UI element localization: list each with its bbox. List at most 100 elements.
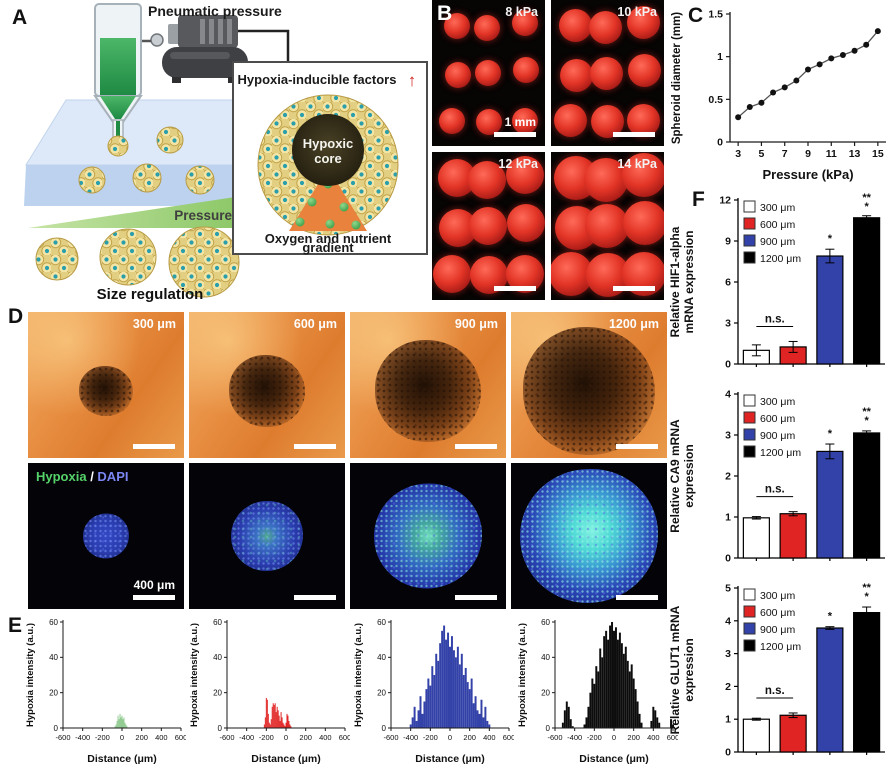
panel-e-label: E — [8, 614, 23, 637]
pneumatic-pressure-label: Pneumatic pressure — [148, 3, 282, 19]
svg-text:11: 11 — [826, 148, 837, 160]
nutrient-dot — [307, 197, 317, 207]
panel-b-tile-14kpa: 14 kPa — [551, 152, 664, 300]
panel-f-label: F — [692, 188, 705, 211]
scalebar — [133, 444, 175, 449]
panel-a-label: A — [12, 6, 28, 29]
svg-text:-200: -200 — [259, 733, 274, 742]
svg-text:40: 40 — [49, 653, 58, 662]
svg-text:0: 0 — [54, 724, 59, 733]
svg-text:0: 0 — [717, 137, 723, 149]
svg-text:200: 200 — [135, 733, 148, 742]
spheroid-spot — [584, 204, 629, 248]
svg-text:mRNA expression: mRNA expression — [682, 231, 696, 334]
svg-text:5: 5 — [759, 148, 765, 160]
scalebar — [613, 132, 655, 137]
svg-text:Distance (μm): Distance (μm) — [251, 753, 320, 765]
spheroid-spot — [473, 14, 500, 41]
svg-text:n.s.: n.s. — [765, 685, 785, 697]
stain-separator: / — [86, 469, 98, 484]
spheroid-spot — [621, 153, 664, 198]
hypoxic-core-label-line2: core — [314, 151, 341, 166]
panel-b-tile-10kpa: 10 kPa — [551, 0, 664, 146]
svg-text:900 μm: 900 μm — [760, 236, 795, 248]
svg-text:600 μm: 600 μm — [760, 607, 795, 619]
svg-text:600 μm: 600 μm — [760, 219, 795, 231]
svg-text:0: 0 — [546, 724, 551, 733]
brightfield-tile-600um: 600 μm — [189, 312, 345, 458]
spheroid-spot — [474, 60, 501, 86]
svg-text:60: 60 — [213, 618, 222, 627]
panel-b-tile-8kpa: B 8 kPa 1 mm — [432, 0, 545, 146]
scalebar — [616, 595, 658, 600]
svg-text:*: * — [864, 201, 869, 213]
panel-d-microscopy: D 300 μm 600 μm 900 μm 1200 μm — [8, 303, 668, 609]
spheroid-image — [374, 483, 482, 589]
svg-text:Hypoxia intensity (a.u.): Hypoxia intensity (a.u.) — [189, 623, 200, 727]
scalebar-text: 1 mm — [504, 115, 536, 129]
fluorescence-tile-600um — [189, 463, 345, 609]
hypoxic-core-label-line1: Hypoxic — [303, 136, 354, 151]
panel-a-schematic: A — [0, 0, 430, 305]
svg-text:3: 3 — [725, 648, 731, 660]
brightfield-tile-1200um: 1200 μm — [511, 312, 667, 458]
scalebar — [294, 595, 336, 600]
svg-text:Distance (μm): Distance (μm) — [87, 753, 156, 765]
svg-text:1200 μm: 1200 μm — [760, 253, 801, 265]
spheroid-spot — [475, 108, 502, 135]
scalebar — [616, 444, 658, 449]
svg-text:0: 0 — [382, 724, 387, 733]
svg-text:300 μm: 300 μm — [760, 396, 795, 408]
gradient-triangle — [289, 168, 367, 231]
scalebar — [494, 132, 536, 137]
panel-b-fluorescence-grid: B 8 kPa 1 mm 10 kPa 12 kPa 14 kPa — [432, 0, 664, 300]
spheroid-spot — [511, 107, 538, 134]
hif-title: Hypoxia-inducible factors — [238, 72, 397, 87]
svg-text:expression: expression — [682, 444, 696, 507]
pressure-wedge: Pressure — [28, 196, 242, 228]
hypoxia-stain-label: Hypoxia — [36, 469, 87, 484]
svg-text:2: 2 — [725, 681, 731, 693]
up-arrow-icon: ↑ — [408, 71, 417, 90]
spheroid-spot — [554, 104, 588, 138]
svg-text:Relative HIF1-alpha: Relative HIF1-alpha — [668, 226, 682, 337]
fluorescence-tile-900um — [350, 463, 506, 609]
spheroid-on-platform — [156, 126, 184, 154]
spheroid-droplet — [107, 135, 129, 157]
size-tag: 600 μm — [293, 317, 337, 331]
hypoxia-profile-chart-1200um: 0 20 40 60 -600 -400 -200 0 200 400 600 Distance (μ… — [517, 618, 678, 765]
spheroid-spot — [627, 6, 661, 40]
svg-text:*: * — [864, 415, 869, 427]
hypoxia-profile-chart-900um: 0 20 40 60 -600 -400 -200 0 200 400 600 Distance (μ… — [353, 618, 514, 765]
panel-d-grid: 300 μm 600 μm 900 μm 1200 μm — [28, 312, 667, 609]
svg-text:-200: -200 — [587, 733, 602, 742]
svg-text:-600: -600 — [219, 733, 234, 742]
svg-text:0: 0 — [120, 733, 124, 742]
svg-text:400: 400 — [319, 733, 332, 742]
brightfield-tile-900um: 900 μm — [350, 312, 506, 458]
svg-text:1.5: 1.5 — [708, 9, 723, 21]
svg-text:60: 60 — [49, 618, 58, 627]
svg-text:-600: -600 — [55, 733, 70, 742]
svg-text:3: 3 — [735, 148, 741, 160]
gradient-caption-line1: Oxygen and nutrient — [265, 231, 392, 246]
svg-text:Hypoxia intensity (a.u.): Hypoxia intensity (a.u.) — [353, 623, 364, 727]
svg-text:Spheroid diameter (mm): Spheroid diameter (mm) — [671, 12, 683, 144]
svg-text:400: 400 — [483, 733, 496, 742]
svg-text:13: 13 — [849, 148, 861, 160]
svg-text:300 μm: 300 μm — [760, 202, 795, 214]
svg-text:1200 μm: 1200 μm — [760, 641, 801, 653]
spheroid-on-platform — [78, 166, 106, 194]
nutrient-dot — [325, 219, 335, 229]
spheroid-on-platform — [132, 163, 162, 193]
scalebar — [494, 286, 536, 291]
svg-text:*: * — [864, 591, 869, 603]
scalebar — [455, 595, 497, 600]
fluorescence-tile-300um: Hypoxia / DAPI 400 μm — [28, 463, 184, 609]
spheroid-image — [229, 354, 305, 427]
panel-f-expression-charts: F 0 3 6 9 12 * ** * n.s. 300 μm 600 μm 900 μm 1200 μ… — [664, 186, 896, 768]
spheroid-spot — [628, 53, 662, 87]
svg-text:5: 5 — [725, 583, 731, 595]
